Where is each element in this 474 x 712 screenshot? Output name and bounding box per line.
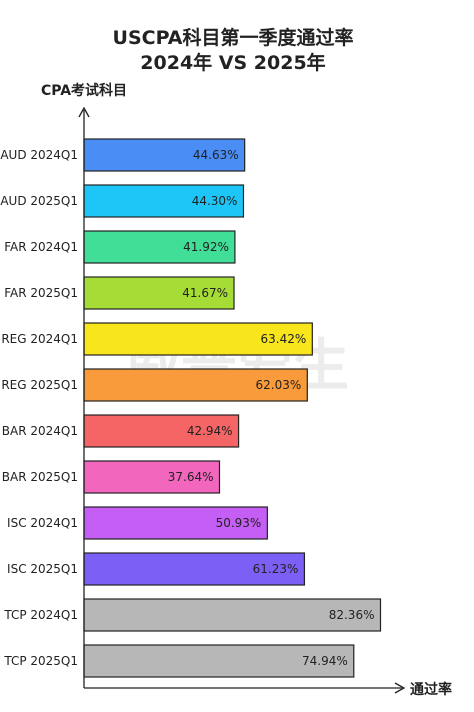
category-tick-label: BAR 2024Q1 <box>2 424 78 438</box>
bar <box>83 138 246 172</box>
bar <box>83 276 235 310</box>
category-tick-label: REG 2024Q1 <box>1 332 78 346</box>
bar-value-label: 61.23% <box>253 562 299 576</box>
bars-group: AUD 2024Q1 44.63% AUD 2025Q1 44.30% FAR 2024… <box>0 138 382 678</box>
bar-value-label: 41.92% <box>183 240 229 254</box>
category-tick-label: REG 2025Q1 <box>1 378 78 392</box>
bar-value-label: 63.42% <box>261 332 307 346</box>
bar-value-label: 44.30% <box>192 194 238 208</box>
y-axis-arrow-icon <box>78 106 90 118</box>
category-tick-label: ISC 2024Q1 <box>7 516 78 530</box>
bar <box>83 230 236 264</box>
category-tick-label: FAR 2025Q1 <box>4 286 78 300</box>
category-tick-label: ISC 2025Q1 <box>7 562 78 576</box>
x-axis-arrow-icon <box>394 682 406 694</box>
chart-subtitle: 2024年 VS 2025年 <box>140 51 325 74</box>
category-tick-label: TCP 2024Q1 <box>3 608 78 622</box>
bar-value-label: 41.67% <box>182 286 228 300</box>
bar-value-label: 50.93% <box>216 516 262 530</box>
y-axis-label: CPA考试科目 <box>41 82 127 99</box>
category-tick-label: AUD 2024Q1 <box>0 148 78 162</box>
chart-title: USCPA科目第一季度通过率 <box>113 26 354 49</box>
bar-value-label: 82.36% <box>329 608 375 622</box>
category-tick-label: BAR 2025Q1 <box>2 470 78 484</box>
bar-value-label: 44.63% <box>193 148 239 162</box>
bar-value-label: 42.94% <box>187 424 233 438</box>
bar-value-label: 62.03% <box>256 378 302 392</box>
bar-value-label: 74.94% <box>302 654 348 668</box>
category-tick-label: AUD 2025Q1 <box>0 194 78 208</box>
bar <box>83 184 245 218</box>
category-tick-label: FAR 2024Q1 <box>4 240 78 254</box>
bar <box>83 414 240 448</box>
bar <box>83 322 313 356</box>
x-axis-label: 通过率 <box>410 681 452 698</box>
bar <box>83 368 308 402</box>
category-tick-label: TCP 2025Q1 <box>3 654 78 668</box>
bar-value-label: 37.64% <box>168 470 214 484</box>
bar <box>83 644 355 678</box>
